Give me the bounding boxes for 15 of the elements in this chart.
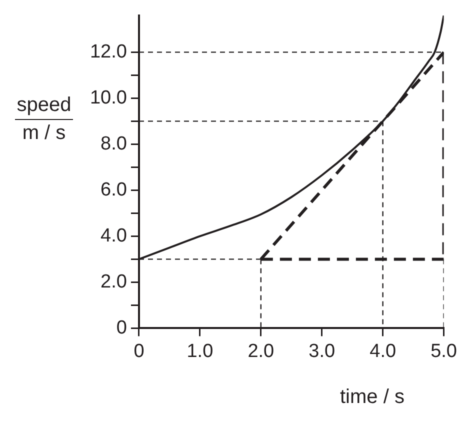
y-tick-label: 2.0 [100,271,127,292]
y-tick-label: 6.0 [100,179,127,200]
x-axis-title: time / s [340,386,404,409]
x-tick-label: 1.0 [186,340,214,362]
x-tick-label: 4.0 [370,340,396,362]
y-tick-label: 10.0 [90,87,127,108]
y-axis-title: speed m / s [16,94,72,145]
x-tick-label: 0 [134,340,144,362]
x-tick-label: 5.0 [430,340,458,362]
x-tick-label: 3.0 [308,340,336,362]
y-tick-label: 8.0 [100,133,127,154]
y-tick-label: 12.0 [90,41,127,62]
y-tick-label: 0 [116,317,127,338]
x-tick-label: 2.0 [248,340,274,362]
y-tick-label: 4.0 [100,225,127,246]
